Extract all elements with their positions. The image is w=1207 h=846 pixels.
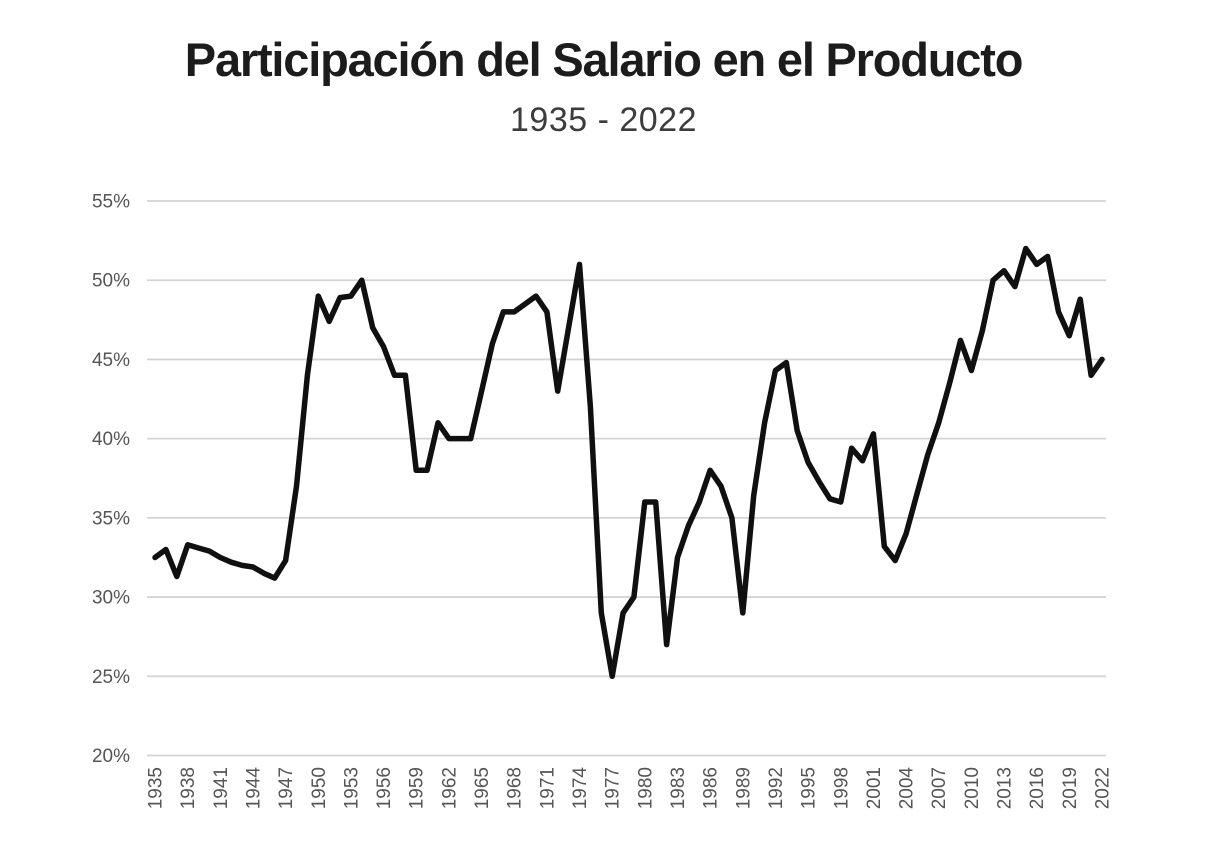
x-axis-tick-label: 1992 bbox=[766, 767, 787, 809]
x-axis-tick-label: 1956 bbox=[374, 767, 395, 809]
x-axis-tick-label: 1938 bbox=[178, 767, 199, 809]
x-axis-tick-label: 2019 bbox=[1060, 767, 1081, 809]
x-axis-tick-label: 1968 bbox=[505, 767, 526, 809]
x-axis-tick-label: 1983 bbox=[668, 767, 689, 809]
x-axis-tick-label: 1977 bbox=[603, 767, 624, 809]
chart-subtitle: 1935 - 2022 bbox=[510, 101, 697, 139]
line-series-group bbox=[152, 245, 1105, 680]
x-axis-labels-group: 1935 1938 1941 1944 1947 1950 1953 1956 1959 1962… bbox=[146, 767, 1114, 810]
y-axis-tick-label: 25% bbox=[92, 667, 130, 688]
x-axis-tick-label: 1971 bbox=[537, 767, 558, 809]
x-axis-tick-label: 1935 bbox=[146, 767, 167, 809]
x-axis-tick-label: 1986 bbox=[701, 767, 722, 809]
x-axis-tick-label: 1959 bbox=[407, 767, 428, 809]
x-axis-tick-label: 1953 bbox=[341, 767, 362, 809]
gridlines-group bbox=[147, 200, 1106, 757]
wage-share-line bbox=[152, 245, 1105, 680]
x-axis-tick-label: 1998 bbox=[831, 767, 852, 809]
y-axis-tick-label: 40% bbox=[92, 429, 130, 450]
y-axis-tick-label: 30% bbox=[92, 588, 130, 609]
y-axis-tick-label: 35% bbox=[92, 508, 130, 529]
x-axis-tick-label: 1980 bbox=[635, 767, 656, 809]
x-axis-tick-label: 2013 bbox=[995, 767, 1016, 809]
x-axis-tick-label: 1965 bbox=[472, 767, 493, 809]
x-axis-tick-label: 2007 bbox=[929, 767, 950, 809]
x-axis-tick-label: 1989 bbox=[733, 767, 754, 809]
y-axis-tick-label: 20% bbox=[92, 746, 130, 767]
x-axis-tick-label: 1995 bbox=[799, 767, 820, 809]
x-axis-tick-label: 2004 bbox=[897, 767, 918, 810]
y-axis-tick-label: 50% bbox=[92, 271, 130, 292]
x-axis-tick-label: 2001 bbox=[864, 767, 885, 809]
x-axis-tick-label: 1974 bbox=[570, 767, 591, 810]
x-axis-tick-label: 1950 bbox=[309, 767, 330, 809]
x-axis-tick-label: 1947 bbox=[276, 767, 297, 809]
x-axis-tick-label: 1944 bbox=[243, 767, 264, 810]
x-axis-tick-label: 1962 bbox=[439, 767, 460, 809]
y-axis-tick-label: 45% bbox=[92, 350, 130, 371]
y-axis-labels-group: 55% 50% 45% 40% 35% 30% 25% 20% bbox=[92, 192, 130, 768]
x-axis-tick-label: 2016 bbox=[1027, 767, 1048, 809]
y-axis-tick-label: 55% bbox=[92, 192, 130, 213]
x-axis-tick-label: 2010 bbox=[962, 767, 983, 809]
chart-title: Participación del Salario en el Producto bbox=[184, 33, 1024, 86]
x-axis-tick-label: 2022 bbox=[1092, 767, 1113, 809]
x-axis-tick-label: 1941 bbox=[211, 767, 232, 809]
